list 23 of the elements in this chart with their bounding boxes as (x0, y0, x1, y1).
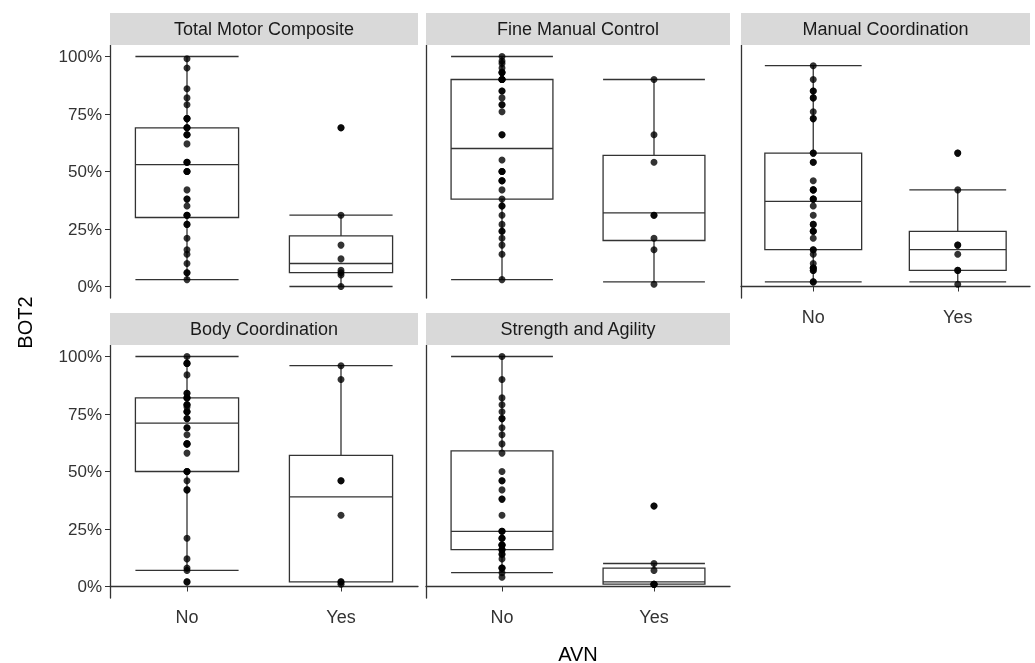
x-tick-label: No (490, 607, 514, 627)
y-tick-label: 50% (67, 162, 102, 181)
chart-title: Manual Coordination (741, 13, 1030, 45)
y-axis-title: BOT2 (13, 295, 37, 351)
y-tick-label: 100% (58, 47, 102, 66)
x-tick-label: No (801, 307, 825, 327)
y-tick-label: 50% (67, 462, 102, 481)
x-tick-label: Yes (326, 607, 356, 627)
chart-title: Fine Manual Control (426, 13, 730, 45)
y-tick-label: 75% (67, 404, 102, 424)
y-tick-label: 0% (77, 277, 102, 296)
y-tick-label: 75% (67, 104, 102, 124)
x-axis-title: AVN (557, 643, 599, 663)
chart-title: Strength and Agility (426, 313, 730, 345)
x-tick-label: Yes (943, 307, 973, 327)
y-tick-label: 25% (67, 519, 102, 539)
chart-title: Body Coordination (110, 313, 418, 345)
x-tick-label: No (175, 607, 199, 627)
y-tick-label: 25% (67, 219, 102, 239)
x-tick-label: Yes (639, 607, 669, 627)
y-tick-label: 0% (77, 577, 102, 596)
chart-title: Total Motor Composite (110, 13, 418, 45)
y-tick-label: 100% (58, 347, 102, 366)
